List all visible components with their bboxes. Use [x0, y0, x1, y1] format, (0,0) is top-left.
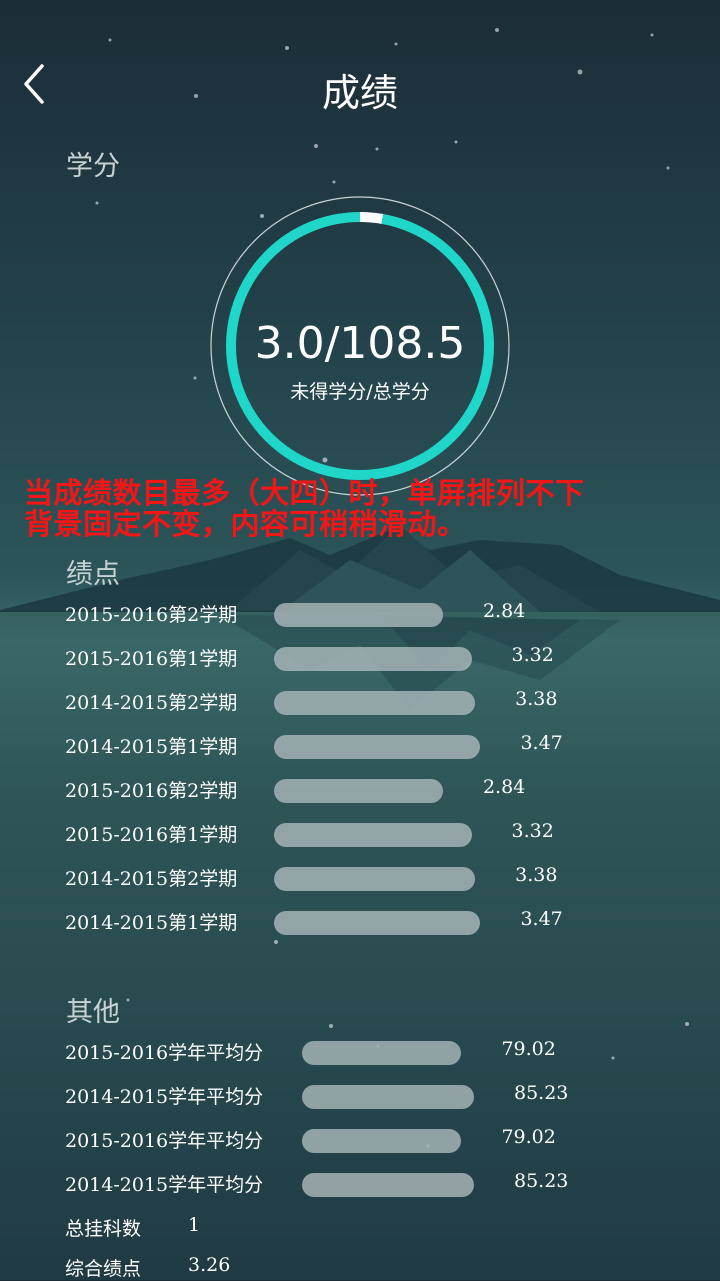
gpa-row: 2014-2015第2学期 3.38 [0, 682, 720, 722]
gpa-row: 2015-2016第2学期 2.84 [0, 594, 720, 634]
notice-annotation: 当成绩数目最多（大四）时，单屏排列不下 背景固定不变，内容可稍稍滑动。 [24, 478, 585, 540]
back-arrow-icon[interactable] [18, 60, 62, 108]
gpa-term-label: 2014-2015第2学期 [65, 868, 238, 890]
gpa-section-title: 绩点 [66, 559, 120, 590]
average-label: 2015-2016学年平均分 [65, 1042, 264, 1064]
average-row: 2014-2015学年平均分 85.23 [0, 1076, 720, 1116]
gpa-row: 2014-2015第1学期 3.47 [0, 726, 720, 766]
average-label: 2014-2015学年平均分 [65, 1086, 264, 1108]
average-label: 2014-2015学年平均分 [65, 1174, 264, 1196]
average-label: 2015-2016学年平均分 [65, 1130, 264, 1152]
gpa-value: 3.38 [515, 688, 558, 710]
gpa-row: 2014-2015第2学期 3.38 [0, 858, 720, 898]
gpa-value: 2.84 [482, 776, 526, 798]
gpa-value: 3.32 [511, 820, 554, 842]
overall-gpa-stat: 综合绩点 3.26 [65, 1254, 230, 1281]
average-value: 85.23 [514, 1082, 569, 1104]
gpa-bar [274, 691, 476, 715]
gpa-term-label: 2015-2016第2学期 [65, 780, 238, 802]
gpa-row: 2014-2015第1学期 3.47 [0, 902, 720, 942]
average-value: 79.02 [501, 1126, 556, 1148]
credits-label: 未得学分/总学分 [290, 381, 430, 403]
average-bar [302, 1085, 474, 1109]
gpa-bar [274, 603, 443, 627]
average-value: 85.23 [514, 1170, 569, 1192]
gpa-row: 2015-2016第2学期 2.84 [0, 770, 720, 810]
gpa-term-label: 2015-2016第1学期 [65, 648, 238, 670]
gpa-term-label: 2015-2016第1学期 [65, 824, 238, 846]
notice-line-1: 当成绩数目最多（大四）时，单屏排列不下 [24, 476, 585, 510]
gpa-term-label: 2014-2015第1学期 [65, 912, 238, 934]
gpa-bar [274, 779, 443, 803]
gpa-bar [274, 735, 481, 759]
credits-value: 3.0/108.5 [254, 318, 466, 369]
overall-gpa-label: 综合绩点 [65, 1258, 142, 1280]
overall-gpa-value: 3.26 [188, 1254, 231, 1276]
notice-line-2: 背景固定不变，内容可稍稍滑动。 [24, 507, 467, 541]
mountain-landscape [0, 525, 720, 710]
credits-section-title: 学分 [66, 151, 120, 182]
total-failed-label: 总挂科数 [65, 1218, 142, 1240]
gpa-bar [274, 823, 472, 847]
gpa-value: 3.47 [520, 732, 563, 754]
ring-remaining-arc [226, 212, 494, 480]
average-row: 2015-2016学年平均分 79.02 [0, 1120, 720, 1160]
average-row: 2014-2015学年平均分 85.23 [0, 1164, 720, 1204]
other-section-title: 其他 [66, 997, 120, 1028]
gpa-value: 2.84 [482, 600, 526, 622]
average-bar [302, 1129, 462, 1153]
average-bar [302, 1173, 474, 1197]
page-title: 成绩 [321, 71, 398, 115]
top-bar: 成绩 [0, 0, 720, 170]
credits-progress-ring [210, 196, 510, 496]
gpa-bar [274, 867, 476, 891]
gpa-value: 3.38 [515, 864, 558, 886]
total-failed-stat: 总挂科数 1 [65, 1214, 200, 1241]
gpa-row: 2015-2016第1学期 3.32 [0, 638, 720, 678]
gpa-bar [274, 647, 472, 671]
gpa-term-label: 2014-2015第2学期 [65, 692, 238, 714]
average-value: 79.02 [501, 1038, 556, 1060]
gpa-term-label: 2015-2016第2学期 [65, 604, 238, 626]
average-bar [302, 1041, 462, 1065]
ring-outer-border [210, 196, 510, 496]
gpa-row: 2015-2016第1学期 3.32 [0, 814, 720, 854]
gpa-term-label: 2014-2015第1学期 [65, 736, 238, 758]
gpa-value: 3.47 [520, 908, 563, 930]
gpa-value: 3.32 [511, 644, 554, 666]
total-failed-value: 1 [188, 1214, 201, 1236]
average-row: 2015-2016学年平均分 79.02 [0, 1032, 720, 1072]
gpa-bar [274, 911, 481, 935]
